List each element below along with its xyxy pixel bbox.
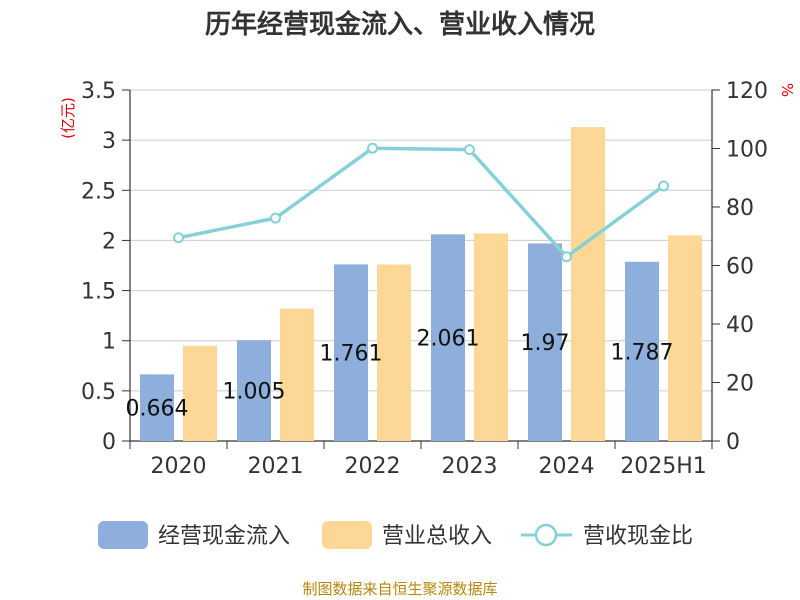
bar-cash-inflow	[237, 340, 271, 441]
legend-label-cash-inflow: 经营现金流入	[158, 524, 290, 549]
right-tick-label: 40	[726, 313, 754, 338]
left-tick-label: 3.5	[81, 79, 116, 104]
left-tick-label: 1	[102, 330, 116, 355]
data-labels: 0.664 1.005 1.761 2.061 1.97 1.787	[126, 327, 674, 422]
data-label-cash-inflow: 2.061	[417, 327, 480, 352]
grid	[130, 89, 712, 392]
left-tick-label: 2.5	[81, 179, 116, 204]
x-tick-label: 2023	[442, 454, 498, 479]
legend: 经营现金流入 营业总收入 营收现金比	[98, 521, 693, 549]
x-tick-label: 2025H1	[620, 454, 707, 479]
source-note: 制图数据来自恒生聚源数据库	[302, 580, 497, 598]
data-label-cash-inflow: 1.761	[320, 342, 383, 367]
x-tick-label: 2024	[539, 454, 595, 479]
bar-revenue	[474, 233, 508, 441]
ratio-point	[173, 232, 184, 244]
ratio-point	[270, 212, 281, 224]
chart-title: 历年经营现金流入、营业收入情况	[205, 9, 595, 40]
ratio-polyline	[178, 146, 665, 259]
legend-label-ratio: 营收现金比	[583, 524, 693, 549]
bar-cash-inflow	[625, 261, 659, 441]
ratio-point	[561, 251, 572, 263]
bar-cash-inflow	[528, 243, 562, 441]
legend-swatch-revenue	[322, 521, 372, 549]
data-label-cash-inflow: 0.664	[126, 397, 189, 422]
right-tick-label: 100	[726, 138, 768, 163]
right-tick-label: 60	[726, 255, 754, 280]
data-label-cash-inflow: 1.005	[223, 380, 286, 405]
legend-swatch-cash-inflow	[98, 521, 148, 549]
bar-cash-inflow	[431, 234, 465, 441]
right-tick-label: 120	[726, 79, 768, 104]
bar-revenue	[183, 345, 217, 441]
ratio-point	[658, 180, 669, 192]
bar-cash-inflow	[334, 264, 368, 441]
bar-revenue	[571, 127, 605, 441]
legend-label-revenue: 营业总收入	[382, 524, 492, 549]
x-tick-label: 2022	[345, 454, 401, 479]
data-label-cash-inflow: 1.787	[611, 340, 674, 365]
right-tick-label: 0	[726, 430, 740, 455]
left-tick-label: 1.5	[81, 280, 116, 305]
right-tick-label: 20	[726, 372, 754, 397]
bars	[140, 127, 702, 441]
bar-revenue	[280, 308, 314, 441]
bar-revenue	[668, 235, 702, 441]
bar-cash-inflow	[140, 374, 174, 441]
legend-swatch-ratio-marker	[534, 523, 558, 547]
ratio-line	[173, 142, 669, 263]
axes: 0 0.5 1 1.5 2 2.5 3 3.5 0 20 40 60 80 100 120 (亿元)% 2020…	[59, 79, 796, 479]
x-tick-label: 2021	[248, 454, 304, 479]
x-tick-label: 2020	[151, 454, 207, 479]
ratio-point	[367, 142, 378, 154]
left-tick-label: 2	[102, 229, 116, 254]
left-tick-label: 0	[102, 430, 116, 455]
left-tick-label: 0.5	[81, 380, 116, 405]
right-axis-unit: %	[778, 83, 796, 97]
left-tick-label: 3	[102, 129, 116, 154]
bar-revenue	[377, 264, 411, 441]
left-axis-unit: (亿元)	[59, 97, 77, 139]
data-label-cash-inflow: 1.97	[521, 331, 570, 356]
ratio-point	[464, 144, 475, 156]
right-tick-label: 80	[726, 196, 754, 221]
